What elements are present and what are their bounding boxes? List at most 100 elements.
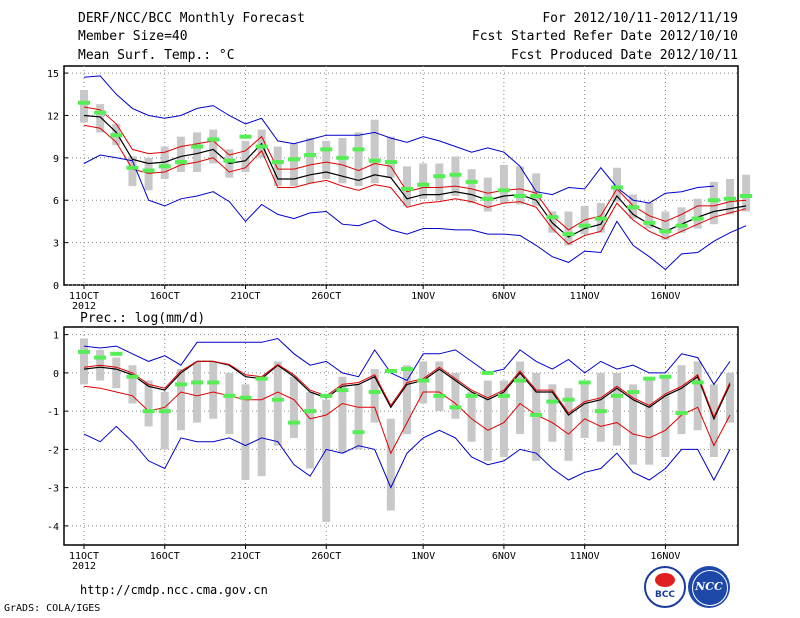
series-line-min <box>83 425 731 489</box>
ensemble-median-marker <box>401 367 413 372</box>
ensemble-spread-bar <box>467 169 476 204</box>
ensemble-median-marker <box>401 186 413 191</box>
ncc-logo-ring <box>692 570 728 606</box>
ensemble-median-marker <box>530 412 543 417</box>
series-line-q25 <box>83 385 731 455</box>
ensemble-spread-bar <box>354 384 363 450</box>
ensemble-median-marker <box>352 147 365 152</box>
ensemble-spread-bar <box>306 392 315 469</box>
ensemble-spread-bar <box>338 138 347 184</box>
ensemble-spread-bar <box>386 418 395 511</box>
ensemble-spread-bar <box>645 380 654 465</box>
y-tick-label: 6 <box>53 196 59 207</box>
y-tick-label: -4 <box>47 522 59 533</box>
x-tick-label: 11NOV <box>570 551 600 562</box>
ensemble-spread-bar <box>322 140 331 180</box>
ensemble-spread-bar <box>306 138 315 184</box>
forecast-title: DERF/NCC/BCC Monthly Forecast <box>78 11 305 26</box>
ensemble-median-marker <box>562 232 575 237</box>
ensemble-median-marker <box>449 172 462 177</box>
ensemble-spread-bar <box>451 372 460 419</box>
ensemble-median-marker <box>287 157 300 162</box>
ensemble-median-marker <box>627 390 640 395</box>
ensemble-median-marker <box>126 374 139 379</box>
ensemble-median-marker <box>724 196 736 201</box>
ensemble-median-marker <box>142 409 155 414</box>
variable-label: Mean Surf. Temp.: °C <box>78 48 235 63</box>
y-tick-label: 3 <box>53 239 59 250</box>
ensemble-median-marker <box>546 399 559 404</box>
ensemble-median-marker <box>110 351 123 356</box>
ensemble-median-marker <box>94 355 107 360</box>
ensemble-median-marker <box>465 393 478 398</box>
ensemble-spread-bar <box>629 384 638 465</box>
ensemble-spread-bar <box>483 380 492 461</box>
ensemble-median-marker <box>659 374 672 379</box>
ensemble-median-marker <box>610 393 623 398</box>
x-tick-label: 6NOV <box>492 551 516 562</box>
ensemble-spread-bar <box>742 174 751 212</box>
ensemble-median-marker <box>191 380 204 385</box>
ensemble-spread-bar <box>338 376 347 454</box>
ensemble-median-marker <box>336 155 349 160</box>
series-line-mean <box>83 360 731 421</box>
ensemble-spread-bar <box>709 181 718 225</box>
x-tick-label: 11OCT <box>69 551 99 562</box>
ensemble-median-marker <box>465 179 478 184</box>
series-line-q25 <box>83 124 747 245</box>
ensemble-spread-bar <box>435 163 444 201</box>
ensemble-median-marker <box>158 164 171 169</box>
forecast-start-date: Fcst Started Refer Date 2012/10/10 <box>471 29 738 44</box>
ensemble-spread-bar <box>322 399 331 523</box>
ensemble-median-marker <box>675 411 688 416</box>
series-line-max <box>83 337 731 386</box>
ensemble-spread-bar <box>499 380 508 458</box>
ensemble-spread-bar <box>612 372 621 446</box>
ensemble-median-marker <box>239 395 252 400</box>
ensemble-median-marker <box>675 223 688 228</box>
ensemble-median-marker <box>481 196 494 201</box>
ensemble-median-marker <box>207 137 220 142</box>
ensemble-median-marker <box>740 193 753 198</box>
ensemble-median-marker <box>191 144 204 149</box>
ensemble-median-marker <box>627 205 640 210</box>
ensemble-median-marker <box>659 229 672 234</box>
ensemble-spread-bar <box>257 376 266 477</box>
ncc-logo-text: NCC <box>695 580 723 593</box>
panel-frame-2 <box>63 326 739 546</box>
ensemble-median-marker <box>320 147 333 152</box>
y-tick-label: 1 <box>53 331 59 342</box>
ensemble-median-marker <box>433 174 446 179</box>
x-tick-label: 21OCT <box>230 291 260 302</box>
website-url[interactable]: http://cmdp.ncc.cma.gov.cn <box>80 583 268 597</box>
ensemble-median-marker <box>142 168 155 173</box>
ensemble-median-marker <box>562 397 575 402</box>
bcc-logo: BCC <box>644 566 686 608</box>
ensemble-median-marker <box>271 160 284 165</box>
ensemble-spread-bar <box>370 369 379 423</box>
series-line-q75 <box>83 360 731 419</box>
series-line-mean <box>83 114 747 238</box>
y-tick-label: 9 <box>53 154 59 165</box>
x-tick-label: 1NOV <box>411 291 435 302</box>
ensemble-median-marker <box>368 390 381 395</box>
x-tick-label: 11OCT <box>69 291 99 302</box>
ensemble-spread-bar <box>80 90 88 123</box>
ensemble-spread-bar <box>289 143 298 187</box>
ensemble-median-marker <box>643 376 656 381</box>
ensemble-median-marker <box>417 182 430 187</box>
ensemble-median-marker <box>578 380 591 385</box>
ensemble-spread-bar <box>112 357 121 389</box>
x-tick-label: 16NOV <box>650 551 680 562</box>
ensemble-spread-bar <box>209 129 218 164</box>
ensemble-median-marker <box>239 134 252 139</box>
ensemble-spread-bar <box>193 361 202 423</box>
ensemble-median-marker <box>94 110 107 115</box>
ensemble-spread-bar <box>435 361 444 412</box>
ensemble-spread-bar <box>693 361 702 431</box>
ensemble-spread-bar <box>467 392 476 442</box>
ensemble-spread-bar <box>176 369 185 431</box>
ensemble-spread-bar <box>128 365 137 404</box>
ensemble-spread-bar <box>596 372 605 442</box>
